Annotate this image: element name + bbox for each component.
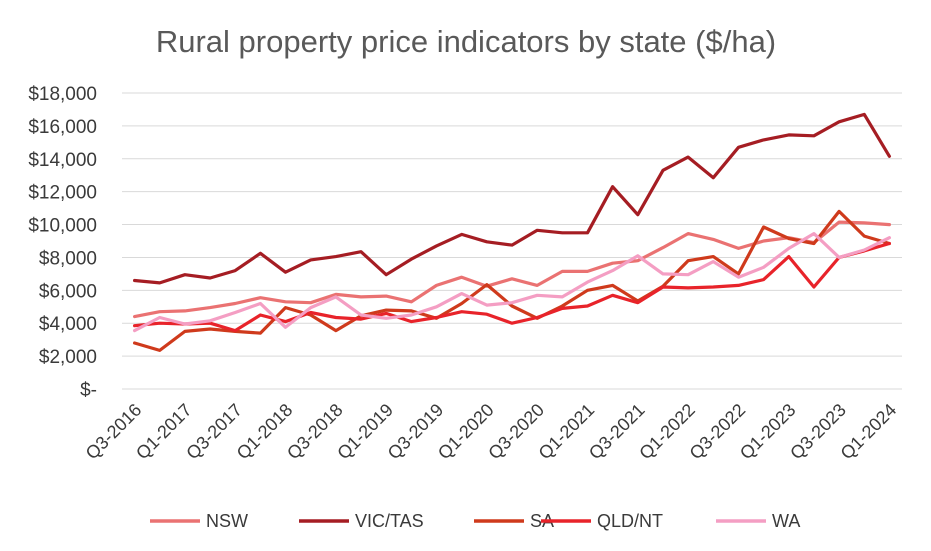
y-tick-label: $2,000 bbox=[39, 347, 97, 368]
y-tick-label: $8,000 bbox=[39, 248, 97, 269]
y-tick-label: $6,000 bbox=[39, 281, 97, 302]
y-tick-label: $18,000 bbox=[28, 84, 97, 105]
legend-label-qld-nt: QLD/NT bbox=[597, 511, 663, 531]
y-tick-label: $12,000 bbox=[28, 183, 97, 204]
y-tick-label: $4,000 bbox=[39, 314, 97, 335]
chart-title: Rural property price indicators by state… bbox=[156, 24, 776, 59]
gridlines bbox=[122, 92, 902, 390]
y-axis-ticks: $- $2,000 $4,000 $6,000 $8,000 $10,000 $12,000… bbox=[28, 84, 97, 401]
y-tick-label: $14,000 bbox=[28, 150, 97, 171]
legend-label-wa: WA bbox=[772, 511, 800, 531]
legend: NSW VIC/TAS SA QLD/NT WA bbox=[150, 511, 800, 531]
series-lines bbox=[133, 112, 892, 352]
y-tick-label: $- bbox=[80, 380, 97, 401]
series-line-sa bbox=[133, 209, 892, 352]
legend-label-nsw: NSW bbox=[206, 511, 248, 531]
series-line-qld-nt bbox=[133, 241, 892, 333]
y-tick-label: $16,000 bbox=[28, 117, 97, 138]
legend-label-vic-tas: VIC/TAS bbox=[355, 511, 424, 531]
series-line-nsw bbox=[133, 220, 892, 319]
series-line-vic-tas bbox=[133, 112, 892, 285]
x-axis-ticks: Q3-2016Q1-2017Q3-2017Q1-2018Q3-2018Q1-20… bbox=[82, 400, 901, 464]
y-tick-label: $10,000 bbox=[28, 216, 97, 237]
x-tick-label: Q1-2024 bbox=[837, 400, 901, 464]
series-line-wa bbox=[133, 232, 892, 333]
